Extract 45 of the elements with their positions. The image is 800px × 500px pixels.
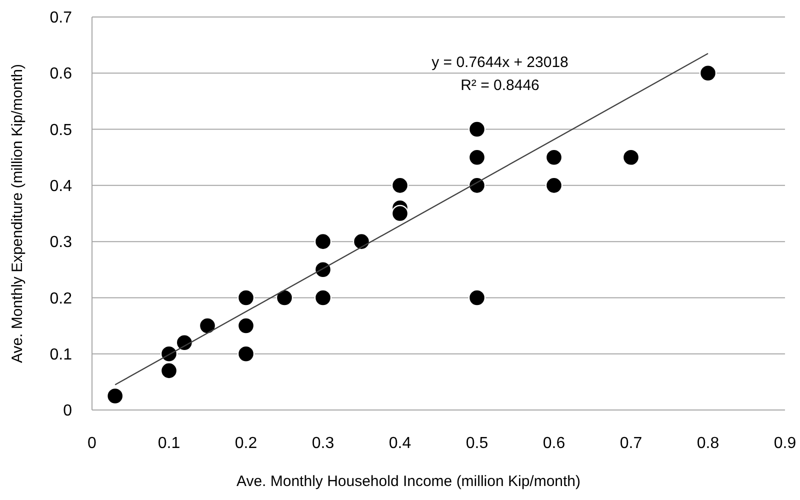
x-tick-label: 0.8	[696, 435, 720, 452]
x-tick-label: 0.3	[312, 435, 334, 452]
x-tick-label: 0.6	[542, 435, 566, 452]
point	[237, 289, 255, 306]
point	[276, 289, 294, 306]
point	[391, 176, 409, 194]
point	[468, 120, 486, 138]
x-tick-label: 0.5	[466, 435, 488, 452]
x-axis-title: Ave. Monthly Household Income (million Kip/month)	[236, 473, 581, 490]
point	[237, 317, 255, 334]
point	[160, 362, 178, 380]
point	[106, 387, 124, 405]
x-tick-label: 0.7	[620, 435, 642, 452]
point	[622, 148, 640, 166]
y-tick-label: 0.2	[50, 290, 72, 308]
x-tick-label: 0.9	[774, 435, 796, 452]
point	[176, 334, 193, 352]
point	[545, 148, 563, 166]
x-tick-label: 0.2	[234, 435, 258, 452]
point	[468, 148, 486, 166]
point	[699, 64, 717, 82]
y-tick-label: 0.1	[50, 346, 72, 364]
x-tick-label: 0	[88, 435, 97, 452]
point	[352, 232, 370, 250]
annotation: y = 0.7644x + 23018	[432, 54, 568, 71]
point	[198, 317, 216, 334]
y-tick-label: 0.6	[50, 66, 72, 83]
y-tick-label: 0.3	[50, 234, 72, 252]
x-tick-label: 0.4	[388, 435, 412, 452]
point	[314, 289, 332, 306]
x-tick-label: 0.1	[158, 435, 180, 452]
point	[468, 176, 486, 194]
point	[237, 345, 255, 362]
point	[314, 232, 332, 250]
point	[391, 204, 409, 222]
point	[160, 345, 178, 362]
annotation: R² = 0.8446	[460, 77, 540, 94]
y-tick-label: 0	[63, 402, 72, 420]
y-tick-label: 0.5	[50, 122, 72, 139]
point	[314, 261, 332, 278]
y-tick-label: 0.4	[50, 178, 72, 196]
y-axis-title: Ave. Monthly Expenditure (million Kip/month)	[9, 64, 26, 364]
point	[468, 289, 486, 306]
point	[545, 176, 563, 194]
y-tick-label: 0.7	[50, 10, 72, 27]
